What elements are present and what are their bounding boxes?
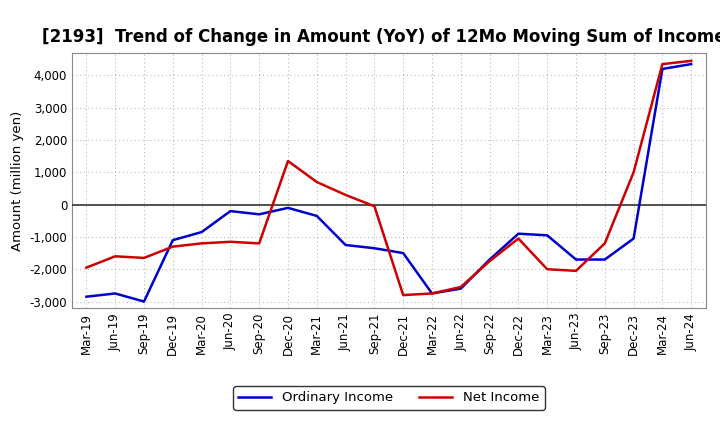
Ordinary Income (543, 233, 552, 238)
Line: Ordinary Income: Ordinary Income (86, 64, 691, 301)
Net Income (284, 158, 292, 164)
Net Income (111, 254, 120, 259)
Ordinary Income (600, 257, 609, 262)
Net Income (658, 62, 667, 67)
Net Income (140, 255, 148, 260)
Net Income (82, 265, 91, 270)
Net Income (255, 241, 264, 246)
Net Income (428, 291, 436, 296)
Ordinary Income (140, 299, 148, 304)
Net Income (226, 239, 235, 244)
Net Income (168, 244, 177, 249)
Legend: Ordinary Income, Net Income: Ordinary Income, Net Income (233, 386, 544, 410)
Net Income (485, 259, 494, 264)
Net Income (341, 192, 350, 198)
Net Income (399, 293, 408, 298)
Net Income (197, 241, 206, 246)
Ordinary Income (572, 257, 580, 262)
Y-axis label: Amount (million yen): Amount (million yen) (11, 110, 24, 250)
Net Income (600, 241, 609, 246)
Net Income (370, 204, 379, 209)
Ordinary Income (399, 250, 408, 256)
Title: [2193]  Trend of Change in Amount (YoY) of 12Mo Moving Sum of Incomes: [2193] Trend of Change in Amount (YoY) o… (42, 28, 720, 46)
Net Income (629, 170, 638, 175)
Net Income (543, 267, 552, 272)
Ordinary Income (284, 205, 292, 210)
Ordinary Income (82, 294, 91, 299)
Net Income (572, 268, 580, 274)
Ordinary Income (687, 62, 696, 67)
Ordinary Income (226, 209, 235, 214)
Net Income (687, 58, 696, 63)
Net Income (312, 180, 321, 185)
Ordinary Income (341, 242, 350, 248)
Ordinary Income (312, 213, 321, 219)
Line: Net Income: Net Income (86, 61, 691, 295)
Ordinary Income (629, 236, 638, 241)
Ordinary Income (485, 257, 494, 262)
Ordinary Income (197, 229, 206, 235)
Net Income (514, 236, 523, 241)
Ordinary Income (111, 291, 120, 296)
Ordinary Income (168, 238, 177, 243)
Ordinary Income (255, 212, 264, 217)
Ordinary Income (658, 66, 667, 72)
Ordinary Income (514, 231, 523, 236)
Net Income (456, 284, 465, 290)
Ordinary Income (428, 291, 436, 296)
Ordinary Income (456, 286, 465, 291)
Ordinary Income (370, 246, 379, 251)
